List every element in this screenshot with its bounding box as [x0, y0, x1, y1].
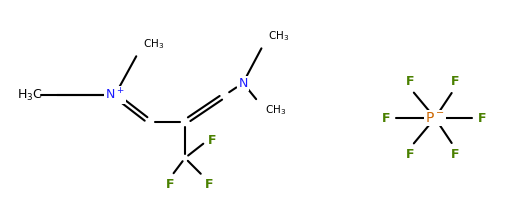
Text: $\mathsf{P^-}$: $\mathsf{P^-}$	[425, 111, 445, 125]
Text: F: F	[205, 178, 214, 191]
Text: $\mathsf{CH_3}$: $\mathsf{CH_3}$	[268, 29, 289, 43]
Text: F: F	[166, 178, 174, 191]
Text: $\mathsf{N}$: $\mathsf{N}$	[238, 76, 248, 89]
Text: $\mathsf{CH_3}$: $\mathsf{CH_3}$	[143, 37, 164, 51]
Text: F: F	[406, 148, 414, 161]
Text: $\mathsf{H_3C}$: $\mathsf{H_3C}$	[17, 88, 42, 103]
Text: F: F	[451, 148, 459, 161]
Text: F: F	[208, 134, 217, 147]
Text: F: F	[381, 111, 390, 125]
Text: $\mathsf{CH_3}$: $\mathsf{CH_3}$	[265, 103, 286, 117]
Text: F: F	[451, 75, 459, 88]
Text: F: F	[406, 75, 414, 88]
Text: $\mathsf{N^+}$: $\mathsf{N^+}$	[105, 87, 125, 103]
Text: F: F	[478, 111, 486, 125]
